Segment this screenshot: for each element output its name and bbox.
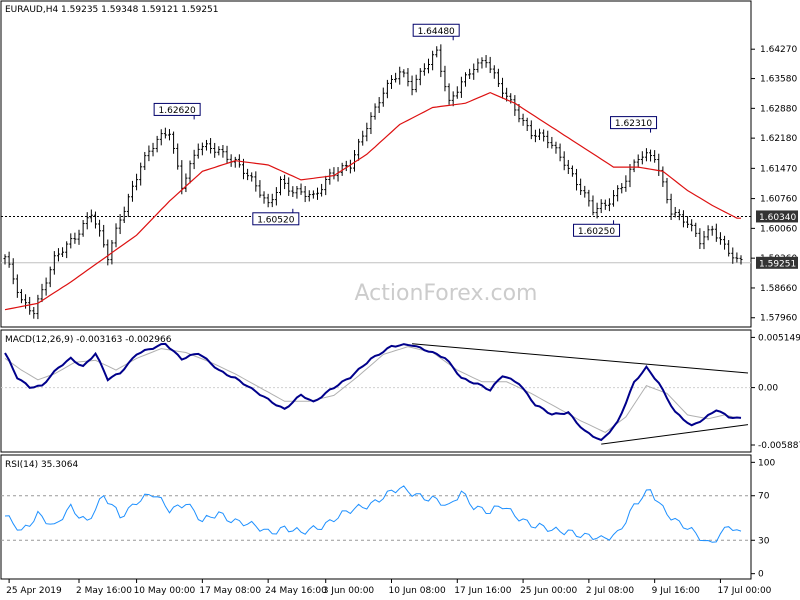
annotation-box: [252, 212, 300, 226]
x-tick-label: 25 Jun 00:00: [520, 586, 577, 596]
price-header: EURAUD,H4 1.59235 1.59348 1.59121 1.5925…: [5, 5, 219, 15]
price-y-tick-label: 1.58660: [760, 284, 797, 294]
annotation-label: 1.62310: [615, 119, 652, 129]
annotation-box: [153, 102, 201, 116]
macd-y-tick-label: 0.005149: [758, 333, 800, 343]
price-y-tick-label: 1.62880: [760, 104, 797, 114]
last-price-badge: [756, 256, 798, 269]
price-y-tick-label: 1.62180: [760, 134, 797, 144]
annotation-label: 1.62620: [159, 106, 196, 116]
rsi-y-tick-label: 70: [758, 492, 770, 502]
macd-header: MACD(12,26,9) -0.003163 -0.002966: [5, 335, 172, 345]
rsi-line: [4, 485, 742, 543]
annotation-label: 1.60520: [257, 215, 294, 225]
x-tick-label: 25 Apr 2019: [6, 586, 62, 596]
macd-line: [4, 342, 742, 442]
x-tick-label: 17 May 08:00: [199, 586, 261, 596]
price-panel[interactable]: [0, 0, 752, 328]
annotation-box: [573, 223, 621, 237]
price-y-tick-label: 1.57960: [760, 314, 797, 324]
x-tick-label: 24 May 16:00: [265, 586, 327, 596]
price-plot: 1.62620 1.60520 1.64480 1.60250 1.62310: [1, 23, 751, 320]
annotation-box: [412, 23, 460, 37]
macd-plot: [1, 342, 751, 445]
rsi-y-tick-label: 0: [758, 570, 764, 580]
x-tick-label: 10 May 00:00: [134, 586, 196, 596]
price-y-tick-label: 1.63580: [760, 75, 797, 85]
rsi-plot: [1, 485, 751, 543]
macd-trendline: [601, 424, 749, 445]
macd-trendline: [412, 343, 749, 374]
axes: 1.64270 1.63580 1.62880 1.62180 1.61470 1.607…: [6, 45, 800, 596]
macd-panel[interactable]: [0, 329, 752, 453]
last-price-badge-label: 1.59251: [759, 259, 796, 269]
rsi-header: RSI(14) 35.3064: [5, 460, 78, 470]
x-tick-label: 2 Jul 08:00: [586, 586, 635, 596]
annotation-box: [610, 116, 658, 130]
annotation-label: 1.60250: [578, 227, 615, 237]
x-tick-label: 17 Jul 00:00: [717, 586, 771, 596]
price-y-tick-label: 1.64270: [760, 45, 797, 55]
moving-average-line: [4, 91, 741, 311]
macd-y-tick-label: -0.005887: [758, 441, 800, 451]
price-y-tick-label: 1.60760: [760, 195, 797, 205]
x-tick-label: 9 Jul 16:00: [652, 586, 701, 596]
rsi-y-tick-label: 100: [758, 458, 775, 468]
x-tick-label: 10 Jun 08:00: [389, 586, 446, 596]
rsi-y-tick-label: 30: [758, 536, 770, 546]
x-tick-label: 3 Jun 00:00: [323, 586, 375, 596]
hline-badge-label: 1.60340: [759, 213, 796, 223]
annotation-label: 1.64480: [418, 27, 455, 37]
rsi-panel[interactable]: [0, 454, 752, 580]
price-y-tick-label: 1.61470: [760, 164, 797, 174]
macd-y-tick-label: 0.00: [758, 384, 778, 394]
hline-badge: [756, 210, 798, 223]
watermark: ActionForex.com: [355, 281, 538, 306]
x-tick-label: 2 May 16:00: [76, 586, 132, 596]
price-y-tick-label: 1.60060: [760, 224, 797, 234]
x-tick-label: 17 Jun 16:00: [454, 586, 511, 596]
